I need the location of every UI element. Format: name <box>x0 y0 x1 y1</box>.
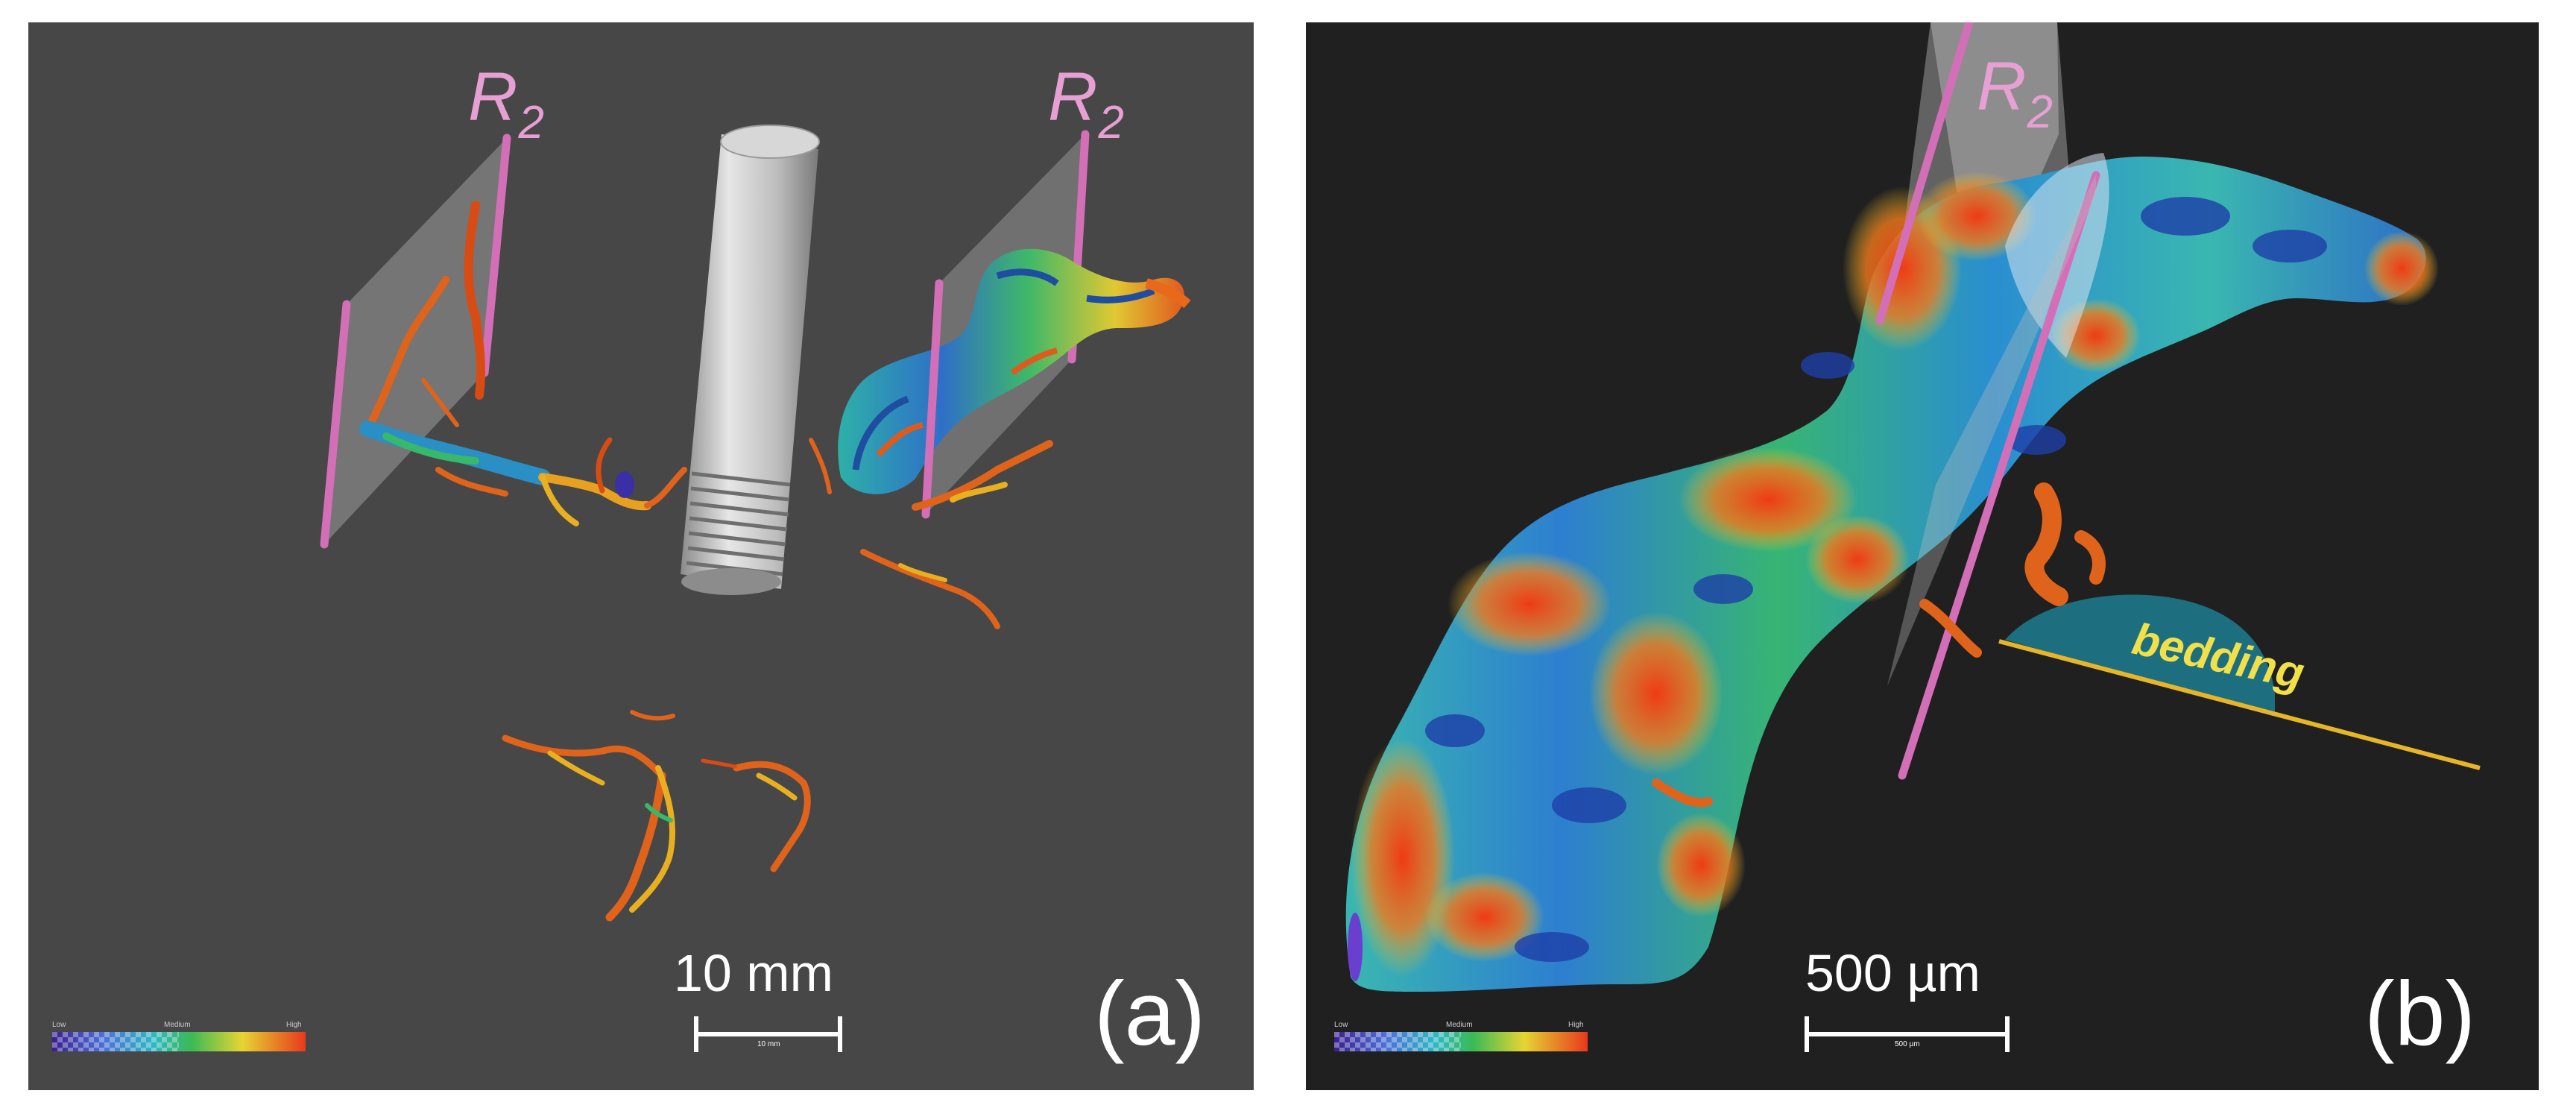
panel-label-a: (a) <box>1094 963 1206 1064</box>
colorbar-high-label: High <box>286 1021 302 1029</box>
panel-a: R2 R2 Low Medium High 10 mm 10 mm (a) <box>28 22 1254 1090</box>
colorbar-gradient <box>1334 1032 1588 1051</box>
r2-plane-lower <box>1887 175 2096 686</box>
colorbar-b: Low Medium High <box>1334 1022 1588 1053</box>
scale-bar-a <box>696 1032 842 1036</box>
bedding-indicator <box>1998 594 2481 770</box>
side-fractures <box>1652 482 2106 808</box>
scale-bar-b-small-label: 500 µm <box>1895 1040 1920 1048</box>
scale-bar-b-right-tick <box>2005 1016 2010 1052</box>
fracture-network-lower <box>502 710 811 922</box>
left-r2-plane <box>320 133 511 549</box>
plane-label-r2-right: R2 <box>1048 59 1125 148</box>
blue-inclusion <box>615 471 634 498</box>
right-r2-plane-edge <box>921 279 944 519</box>
colorbar-low-label: Low <box>1334 1021 1348 1029</box>
gray-rod <box>681 125 820 595</box>
panel-label-b: (b) <box>2364 963 2476 1064</box>
fracture-network-left <box>359 201 687 526</box>
r2-plane-front-edge <box>1898 171 2100 780</box>
colorbar-medium-label: Medium <box>164 1021 191 1029</box>
scale-bar-b-left-tick <box>1805 1016 1809 1052</box>
scale-bar-label-b: 500 µm <box>1805 944 1980 1002</box>
plane-label-r2: R2 <box>1977 48 2053 138</box>
pore-body-large <box>1345 153 2439 992</box>
scale-bar-b <box>1807 1032 2010 1036</box>
purple-cap <box>1348 913 1363 981</box>
pore-body-small <box>838 248 1191 494</box>
scale-bar-a-right-tick <box>838 1016 842 1052</box>
colorbar-medium-label: Medium <box>1446 1021 1473 1029</box>
colorbar-low-label: Low <box>52 1021 66 1029</box>
r2-plane-back-edge <box>1875 22 1974 325</box>
colorbar-gradient <box>52 1032 306 1051</box>
colorbar-a: Low Medium High <box>52 1022 306 1053</box>
fracture-network-right <box>809 438 1053 629</box>
panel-a-scene <box>320 125 1191 922</box>
scale-bar-a-small-label: 10 mm <box>757 1040 780 1048</box>
plane-label-r2-left: R2 <box>468 59 545 148</box>
panel-b: R2 bedding Low Medium High 500 µm 500 µm… <box>1306 22 2539 1090</box>
scale-bar-label-a: 10 mm <box>674 944 833 1002</box>
panel-b-scene <box>1345 22 2481 992</box>
colorbar-high-label: High <box>1568 1021 1584 1029</box>
scale-bar-a-left-tick <box>694 1016 698 1052</box>
